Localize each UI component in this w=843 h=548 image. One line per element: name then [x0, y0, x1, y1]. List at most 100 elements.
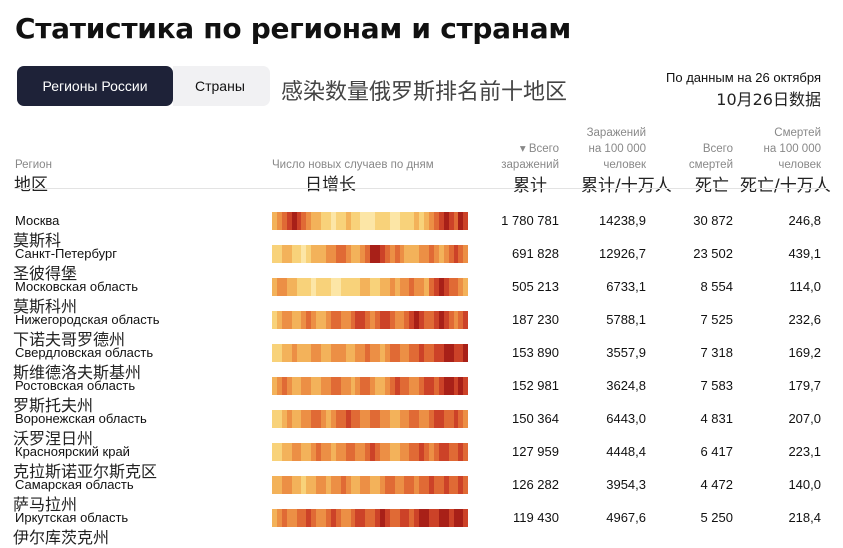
strip-cell: [360, 212, 366, 230]
strip-cell: [340, 344, 346, 362]
strip-cell: [409, 212, 415, 230]
strip-cell: [389, 443, 395, 461]
strip-cell: [360, 278, 366, 296]
strip-cell: [379, 311, 385, 329]
strip-cell: [399, 443, 405, 461]
header-deaths100k-line2: на 100 000: [763, 143, 821, 155]
table-row[interactable]: Ростовская область 罗斯托夫州 152 981 3624,8 7 58…: [0, 377, 843, 415]
region-name: Ростовская область: [15, 378, 136, 393]
strip-cell: [291, 476, 297, 494]
header-region[interactable]: Регион: [15, 159, 52, 171]
strip-cell: [340, 245, 346, 263]
table-row[interactable]: Свердловская область 斯维德洛夫斯基州 153 890 3557,…: [0, 344, 843, 382]
cases-per-100k: 3557,9: [606, 345, 646, 360]
total-deaths: 7 583: [700, 378, 733, 393]
strip-cell: [419, 476, 425, 494]
strip-cell: [360, 476, 366, 494]
strip-cell: [340, 278, 346, 296]
table-row[interactable]: Нижегородская область 下诺夫哥罗德州 187 230 5788,…: [0, 311, 843, 349]
strip-cell: [286, 377, 292, 395]
strip-cell: [443, 278, 449, 296]
strip-cell: [448, 476, 454, 494]
strip-cell: [316, 410, 322, 428]
strip-cell: [355, 278, 361, 296]
region-name: Иркутская область: [15, 510, 129, 525]
strip-cell: [350, 245, 356, 263]
strip-cell: [306, 344, 312, 362]
strip-cell: [321, 410, 326, 428]
strip-cell: [296, 443, 302, 461]
strip-cell: [433, 509, 439, 527]
region-name: Московская область: [15, 279, 139, 294]
tab-russian-regions[interactable]: Регионы России: [17, 66, 173, 106]
table-row[interactable]: Красноярский край 克拉斯诺亚尔斯克区 127 959 4448,4 6…: [0, 443, 843, 481]
strip-cell: [345, 278, 351, 296]
strip-cell: [409, 476, 415, 494]
strip-cell: [296, 344, 302, 362]
strip-cell: [389, 344, 395, 362]
strip-cell: [345, 344, 351, 362]
strip-cell: [463, 410, 468, 428]
strip-cell: [458, 410, 464, 428]
strip-cell: [443, 245, 449, 263]
strip-cell: [355, 509, 361, 527]
daily-cases-strip[interactable]: [272, 377, 468, 395]
strip-cell: [414, 377, 420, 395]
strip-cell: [316, 377, 322, 395]
strip-cell: [458, 311, 464, 329]
deaths-per-100k: 179,7: [788, 378, 821, 393]
daily-cases-strip[interactable]: [272, 212, 468, 230]
strip-cell: [414, 278, 420, 296]
daily-cases-strip[interactable]: [272, 410, 468, 428]
daily-cases-strip[interactable]: [272, 509, 468, 527]
strip-cell: [325, 443, 331, 461]
tab-countries[interactable]: Страны: [173, 66, 270, 106]
header-deaths100k[interactable]: Смертей на 100 000 человек: [763, 125, 821, 173]
strip-cell: [394, 443, 400, 461]
header-daily[interactable]: Число новых случаев по дням: [272, 159, 434, 171]
daily-cases-strip[interactable]: [272, 344, 468, 362]
header-deaths[interactable]: Всего смертей: [689, 141, 733, 173]
total-cases: 127 959: [512, 444, 559, 459]
table-row[interactable]: Самарская область 萨马拉州 126 282 3954,3 4 472 1…: [0, 476, 843, 514]
table-row[interactable]: Московская область 莫斯科州 505 213 6733,1 8 554…: [0, 278, 843, 316]
strip-cell: [340, 311, 346, 329]
header-total[interactable]: ▾ Всего заражений: [501, 141, 559, 173]
strip-cell: [453, 509, 459, 527]
strip-cell: [424, 476, 429, 494]
strip-cell: [399, 245, 405, 263]
strip-cell: [306, 443, 312, 461]
strip-cell: [370, 278, 376, 296]
daily-cases-strip[interactable]: [272, 476, 468, 494]
strip-cell: [330, 344, 336, 362]
table-row[interactable]: Иркутская область 伊尔库茨克州 119 430 4967,6 5 25…: [0, 509, 843, 547]
cases-per-100k: 5788,1: [606, 312, 646, 327]
strip-cell: [365, 443, 371, 461]
header-per100k[interactable]: Заражений на 100 000 человек: [587, 125, 646, 173]
strip-cell: [301, 311, 307, 329]
table-row[interactable]: Санкт-Петербург 圣彼得堡 691 828 12926,7 23 502 4…: [0, 245, 843, 283]
strip-cell: [429, 278, 434, 296]
strip-cell: [448, 344, 454, 362]
strip-cell: [448, 509, 454, 527]
strip-cell: [321, 509, 326, 527]
region-name: Москва: [15, 213, 60, 228]
table-row[interactable]: Москва 莫斯科 1 780 781 14238,9 30 872 246,8: [0, 212, 843, 250]
strip-cell: [306, 311, 312, 329]
daily-cases-strip[interactable]: [272, 443, 468, 461]
header-total-line1: ▾ Всего: [519, 143, 559, 155]
strip-cell: [272, 377, 277, 395]
strip-cell: [335, 476, 341, 494]
strip-cell: [438, 377, 444, 395]
strip-cell: [330, 377, 336, 395]
table-row[interactable]: Воронежская область 沃罗涅日州 150 364 6443,0 4 8…: [0, 410, 843, 448]
strip-cell: [335, 410, 341, 428]
daily-cases-strip[interactable]: [272, 278, 468, 296]
daily-cases-strip[interactable]: [272, 245, 468, 263]
strip-cell: [286, 245, 292, 263]
strip-cell: [350, 377, 356, 395]
daily-cases-strip[interactable]: [272, 311, 468, 329]
strip-cell: [330, 212, 336, 230]
strip-cell: [276, 344, 282, 362]
total-deaths: 4 831: [700, 411, 733, 426]
